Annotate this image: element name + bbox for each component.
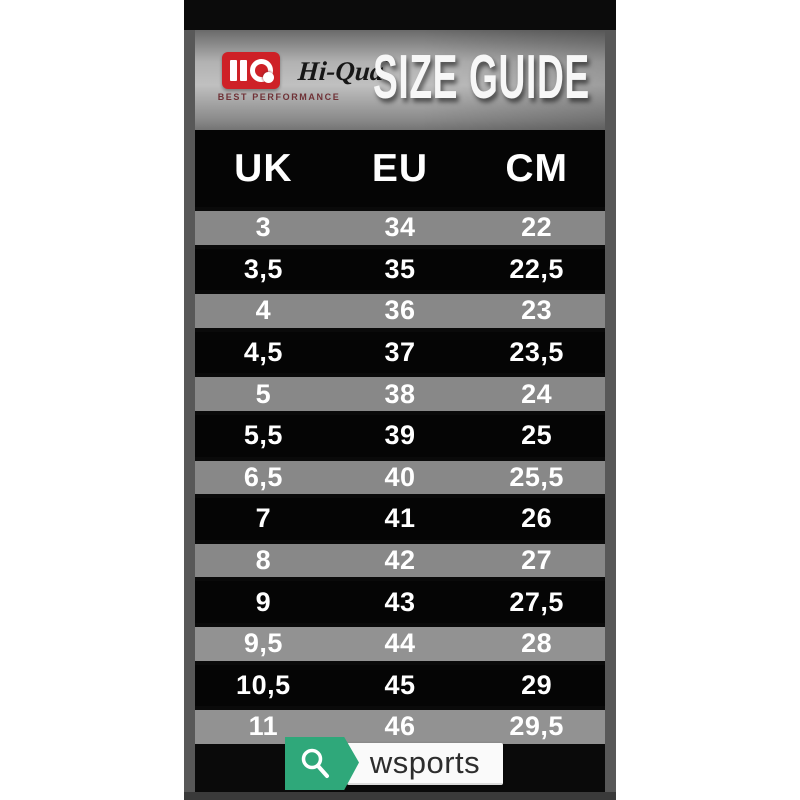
size-cell: 34 bbox=[384, 212, 416, 243]
watermark-search-box: wsports bbox=[347, 743, 503, 785]
size-cell: 44 bbox=[384, 628, 416, 659]
size-guide-panel: BEST PERFORMANCE Hi-Qua® SIZE GUIDE UK E… bbox=[184, 0, 616, 800]
size-cell: 11 bbox=[248, 711, 279, 742]
size-cell: 25 bbox=[521, 420, 553, 451]
size-cell: 24 bbox=[521, 378, 553, 409]
size-table-row: 7 41 26 bbox=[195, 498, 605, 540]
search-icon bbox=[301, 748, 329, 778]
bottom-gray-bar bbox=[184, 792, 616, 800]
size-table-row: 11 46 29,5 bbox=[195, 706, 605, 748]
panel-body: BEST PERFORMANCE Hi-Qua® SIZE GUIDE UK E… bbox=[184, 30, 616, 792]
size-cell: 23,5 bbox=[509, 337, 564, 368]
size-cell: 36 bbox=[384, 295, 416, 326]
logo-ring-icon bbox=[250, 59, 273, 82]
size-cell: 45 bbox=[384, 669, 416, 700]
top-black-bar bbox=[184, 0, 616, 30]
size-table-row: 4,5 37 23,5 bbox=[195, 331, 605, 374]
size-table-row: 6,5 40 25,5 bbox=[195, 456, 605, 499]
size-cell: 4 bbox=[255, 295, 272, 326]
column-header-cm: CM bbox=[505, 146, 568, 190]
size-cell: 38 bbox=[384, 378, 416, 409]
size-table-row: 10,5 45 29 bbox=[195, 664, 605, 707]
size-cell: 7 bbox=[255, 503, 272, 534]
size-cell: 9,5 bbox=[243, 628, 283, 659]
size-table-row: 5,5 39 25 bbox=[195, 414, 605, 457]
size-cell: 10,5 bbox=[236, 669, 291, 700]
size-cell: 42 bbox=[384, 545, 416, 576]
size-cell: 35 bbox=[384, 253, 416, 284]
watermark-text: wsports bbox=[369, 745, 481, 780]
size-cell: 6,5 bbox=[243, 461, 283, 492]
brand-name-text: Hi-Qua bbox=[296, 56, 385, 86]
size-cell: 22 bbox=[521, 212, 553, 243]
size-cell: 3 bbox=[255, 212, 272, 243]
column-header-uk: UK bbox=[234, 146, 293, 190]
size-cell: 28 bbox=[521, 628, 553, 659]
column-header-eu: EU bbox=[371, 146, 429, 190]
page-title: SIZE GUIDE bbox=[373, 43, 590, 112]
logo-bar-icon bbox=[240, 60, 247, 81]
size-cell: 40 bbox=[384, 461, 416, 492]
size-cell: 3,5 bbox=[243, 253, 283, 284]
size-cell: 37 bbox=[384, 337, 416, 368]
size-cell: 39 bbox=[384, 420, 416, 451]
logo-bar-icon bbox=[230, 60, 237, 81]
brand-tagline: BEST PERFORMANCE bbox=[217, 92, 341, 102]
size-cell: 27 bbox=[521, 545, 553, 576]
size-cell: 4,5 bbox=[243, 337, 283, 368]
search-icon-badge bbox=[285, 737, 359, 790]
size-cell: 41 bbox=[384, 503, 416, 534]
size-cell: 8 bbox=[255, 545, 272, 576]
size-cell: 22,5 bbox=[509, 253, 564, 284]
size-cell: 5 bbox=[255, 378, 272, 409]
size-table-row: 8 42 27 bbox=[195, 539, 605, 582]
size-cell: 26 bbox=[521, 503, 553, 534]
size-cell: 43 bbox=[384, 586, 416, 617]
size-table-row: 9 43 27,5 bbox=[195, 581, 605, 623]
hiqua-logo-icon bbox=[222, 52, 280, 89]
size-cell: 29 bbox=[521, 669, 553, 700]
table-header-row: UK EU CM bbox=[195, 130, 605, 207]
size-table-row: 4 36 23 bbox=[195, 290, 605, 332]
size-cell: 46 bbox=[384, 711, 416, 742]
size-table-row: 3,5 35 22,5 bbox=[195, 248, 605, 291]
size-cell: 9 bbox=[255, 586, 272, 617]
size-table-row: 9,5 44 28 bbox=[195, 622, 605, 665]
size-cell: 29,5 bbox=[509, 711, 564, 742]
size-cell: 27,5 bbox=[509, 586, 564, 617]
size-cell: 23 bbox=[521, 295, 553, 326]
size-cell: 25,5 bbox=[509, 461, 564, 492]
size-cell: 5,5 bbox=[243, 420, 283, 451]
size-table-row: 5 38 24 bbox=[195, 373, 605, 415]
size-table-row: 3 34 22 bbox=[195, 207, 605, 249]
logo-ball-icon bbox=[263, 72, 274, 83]
header-band: BEST PERFORMANCE Hi-Qua® SIZE GUIDE bbox=[195, 30, 605, 130]
size-table-body: 3 34 22 3,5 35 22,5 4 36 23 4,5 37 23,5 5 38 24 5,5 39 25… bbox=[195, 207, 605, 748]
